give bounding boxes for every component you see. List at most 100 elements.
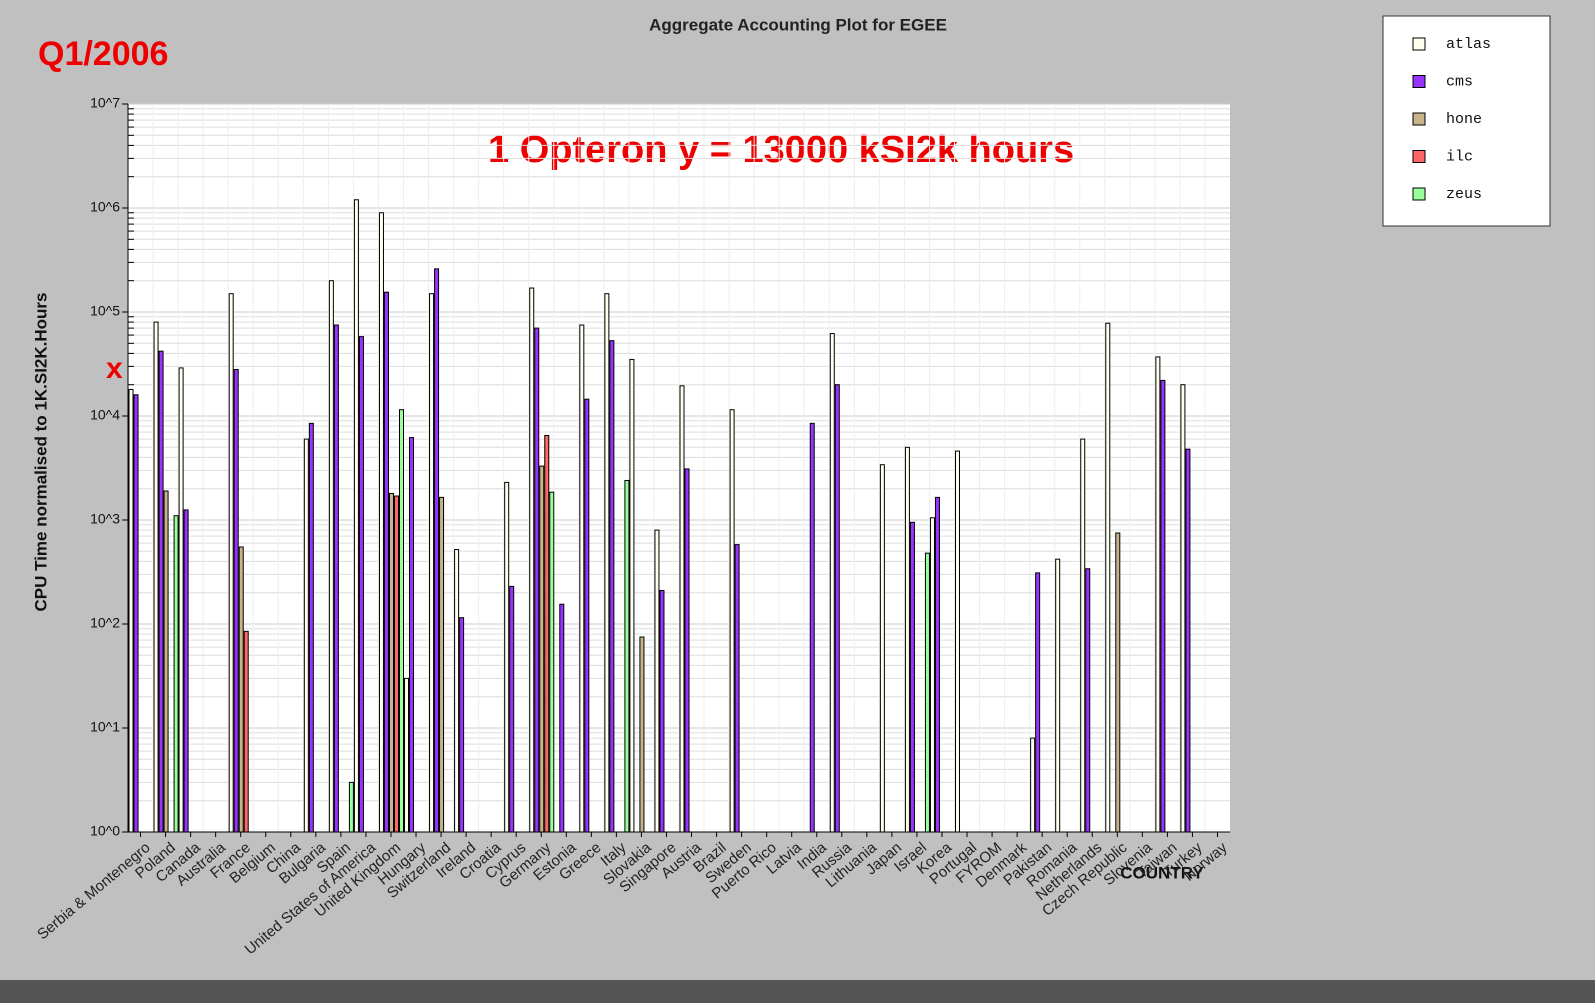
y-tick-label: 10^2 — [90, 615, 120, 631]
bar — [659, 589, 665, 833]
bar — [544, 434, 550, 833]
bar — [624, 479, 630, 833]
bar — [904, 446, 910, 833]
x-axis-label: COUNTRY — [1120, 863, 1204, 882]
bar — [1030, 737, 1036, 833]
bar — [734, 544, 740, 833]
bar — [909, 521, 915, 833]
y-tick-label: 10^0 — [90, 823, 120, 839]
bar — [1115, 532, 1121, 833]
bar — [1085, 568, 1091, 833]
bar — [1080, 438, 1086, 833]
legend-label: ilc — [1446, 148, 1473, 165]
bar — [393, 495, 399, 833]
bar — [829, 333, 835, 833]
bar — [133, 394, 139, 833]
bar — [924, 552, 930, 833]
bar — [353, 199, 359, 833]
legend-label: hone — [1446, 111, 1482, 128]
bar — [173, 515, 179, 833]
bar — [1185, 448, 1191, 833]
bar — [303, 438, 309, 833]
bar — [684, 468, 690, 833]
legend-box — [1382, 15, 1551, 227]
bar — [1180, 384, 1186, 833]
bar — [1105, 322, 1111, 833]
bar — [388, 492, 394, 833]
bar — [679, 385, 685, 833]
bar — [1055, 558, 1061, 833]
bar — [934, 496, 940, 833]
bar — [629, 358, 635, 833]
annotation: Q1/2006 — [38, 35, 168, 73]
legend-swatch — [1412, 187, 1426, 201]
bar — [348, 781, 354, 833]
bar — [504, 481, 510, 833]
bar — [929, 517, 935, 833]
bar — [233, 368, 239, 833]
y-tick-label: 10^5 — [90, 303, 120, 319]
bar — [529, 287, 535, 833]
bar — [654, 529, 660, 833]
legend-swatch — [1412, 150, 1426, 163]
legend-label: cms — [1446, 73, 1473, 90]
bar — [183, 509, 189, 833]
bar — [178, 367, 184, 833]
bar — [1035, 572, 1041, 833]
y-tick-label: 10^7 — [90, 95, 120, 111]
legend-swatch — [1412, 112, 1426, 126]
bar — [404, 677, 410, 833]
legend-swatch — [1412, 37, 1426, 51]
bar — [534, 327, 540, 833]
bar — [955, 450, 961, 833]
bar — [604, 293, 610, 833]
legend-swatch — [1412, 75, 1426, 88]
bar — [834, 384, 840, 833]
bottom-strip — [0, 980, 1595, 1003]
y-tick-label: 10^4 — [90, 407, 120, 423]
legend-label: zeus — [1446, 186, 1482, 203]
bar — [153, 321, 159, 833]
bar — [243, 630, 249, 833]
bar — [609, 340, 615, 833]
annotation: x — [106, 352, 123, 385]
y-axis-label: CPU Time normalised to 1K.SI2K.Hours — [31, 293, 50, 612]
bar — [383, 291, 389, 833]
bar — [459, 617, 465, 833]
chart-title: Aggregate Accounting Plot for EGEE — [649, 15, 947, 34]
y-tick-label: 10^6 — [90, 199, 120, 215]
bar — [454, 549, 460, 833]
bar — [429, 293, 435, 833]
bar — [879, 464, 885, 833]
bar — [439, 496, 445, 833]
bar — [158, 350, 164, 833]
bar — [228, 293, 234, 833]
bar — [549, 491, 555, 833]
bar — [584, 398, 590, 833]
bar — [328, 280, 334, 833]
bar — [1160, 379, 1166, 833]
bar — [378, 212, 384, 833]
bar — [559, 603, 565, 833]
bar — [539, 465, 545, 833]
bar — [238, 546, 244, 833]
legend-label: atlas — [1446, 36, 1491, 53]
bar — [729, 409, 735, 833]
y-tick-label: 10^3 — [90, 511, 120, 527]
annotation: 1 Opteron y = 13000 kSI2k hours — [488, 129, 1074, 171]
bar — [1155, 356, 1161, 833]
bar — [398, 409, 404, 833]
y-tick-label: 10^1 — [90, 719, 120, 735]
bar — [809, 422, 815, 833]
bar — [639, 636, 645, 833]
bar — [128, 388, 134, 833]
bar — [333, 324, 339, 833]
bar — [409, 437, 415, 833]
bar — [163, 490, 169, 833]
bar — [308, 422, 314, 833]
bar — [358, 336, 364, 833]
bar — [509, 585, 515, 833]
bar — [579, 324, 585, 833]
